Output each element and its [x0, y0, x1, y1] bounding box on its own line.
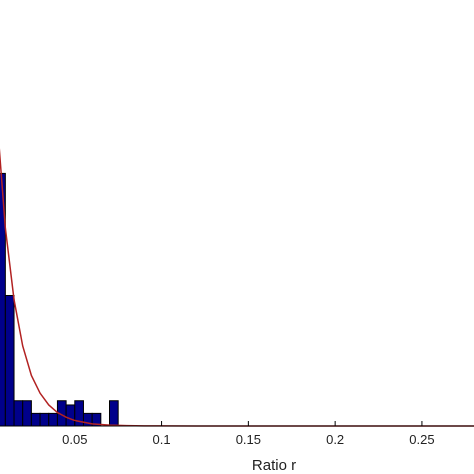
x-ticks: 0.05 0.1 0.15 0.2 0.25 [62, 421, 435, 447]
histogram-bar [109, 400, 119, 427]
histogram-bars [0, 172, 119, 427]
fit-curve [0, 148, 474, 427]
x-tick-label: 0.15 [236, 432, 261, 447]
x-tick-label: 0.25 [409, 432, 434, 447]
x-tick-label: 0.2 [326, 432, 344, 447]
x-tick-label: 0.05 [62, 432, 87, 447]
histogram-bar [22, 400, 32, 427]
histogram-bar [4, 294, 15, 427]
x-tick-label: 0.1 [153, 432, 171, 447]
histogram-bar [65, 404, 76, 427]
histogram-bar [30, 412, 41, 427]
histogram-bar [39, 412, 50, 427]
x-axis-label: Ratio r [252, 457, 296, 474]
histogram-bar [48, 412, 58, 427]
histogram-bar [13, 400, 24, 427]
